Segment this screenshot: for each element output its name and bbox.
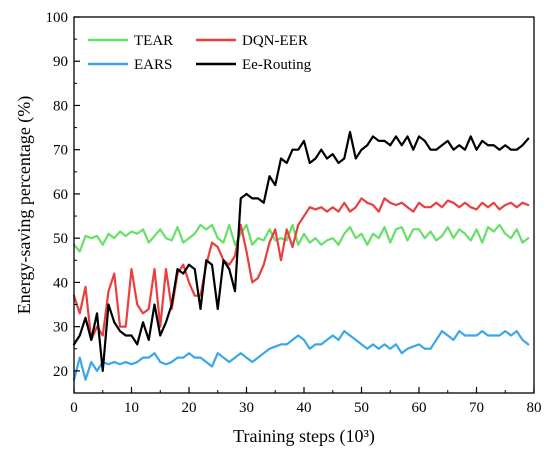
x-tick-label: 30 <box>239 400 254 416</box>
x-tick-label: 80 <box>527 400 542 416</box>
y-tick-label: 100 <box>46 10 69 26</box>
y-tick-label: 60 <box>53 187 68 203</box>
x-tick-label: 20 <box>182 400 197 416</box>
y-tick-label: 40 <box>53 275 68 291</box>
legend-label: TEAR <box>134 33 173 49</box>
x-tick-label: 40 <box>297 400 312 416</box>
series-line-dqn-eer <box>72 197 530 342</box>
series-line-tear <box>72 223 530 253</box>
y-tick-label: 70 <box>53 143 68 159</box>
y-tick-label: 50 <box>53 231 68 247</box>
y-tick-label: 30 <box>53 320 68 336</box>
series-line-ears <box>72 329 530 381</box>
plot-frame <box>73 16 535 394</box>
y-tick-label: 80 <box>53 98 68 114</box>
x-axis-title: Training steps (10³) <box>233 426 375 447</box>
legend-label: DQN-EER <box>242 33 308 49</box>
y-tick-label: 20 <box>53 364 68 380</box>
x-tick-label: 60 <box>412 400 427 416</box>
x-tick-label: 0 <box>70 400 78 416</box>
y-axis-title: Energy-saving percentage (%) <box>14 96 35 315</box>
x-tick-label: 70 <box>469 400 484 416</box>
x-tick-label: 50 <box>354 400 369 416</box>
y-tick-label: 90 <box>53 54 68 70</box>
legend-label: Ee-Routing <box>242 57 312 73</box>
x-tick-label: 10 <box>124 400 139 416</box>
series-line-ee-routing <box>72 130 530 372</box>
legend-label: EARS <box>134 57 172 73</box>
